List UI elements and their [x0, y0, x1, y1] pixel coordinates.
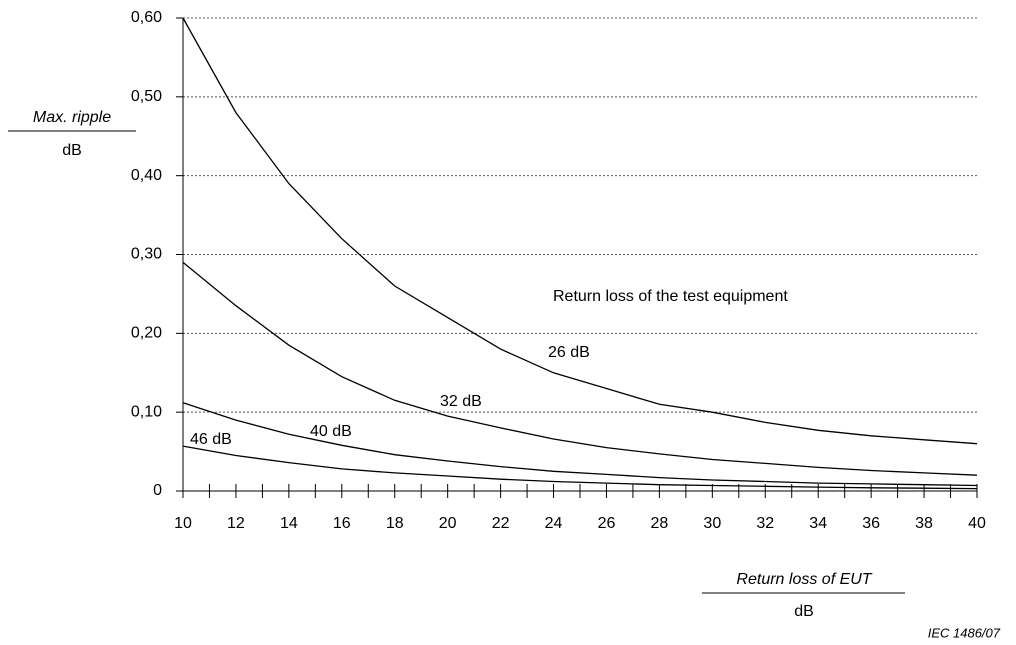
x-tick-label: 36 — [862, 515, 880, 532]
annotation: Return loss of the test equipment — [553, 288, 788, 305]
y-tick-label: 0,20 — [131, 325, 162, 342]
x-tick-label: 38 — [915, 515, 933, 532]
x-tick-label: 30 — [703, 515, 721, 532]
x-tick-label: 26 — [598, 515, 616, 532]
x-tick-label: 10 — [174, 515, 192, 532]
y-tick-label: 0,40 — [131, 167, 162, 184]
x-tick-label: 24 — [545, 515, 563, 532]
x-tick-label: 12 — [227, 515, 245, 532]
series-label: 40 dB — [310, 423, 352, 440]
x-tick-label: 20 — [439, 515, 457, 532]
x-unit: dB — [794, 603, 814, 620]
y-tick-label: 0,10 — [131, 403, 162, 420]
y-unit: dB — [62, 142, 82, 159]
y-label: Max. ripple — [33, 109, 111, 126]
series-label: 32 dB — [440, 393, 482, 410]
x-label: Return loss of EUT — [736, 571, 872, 588]
y-tick-label: 0,60 — [131, 9, 162, 26]
series-line — [182, 261, 978, 476]
x-tick-label: 40 — [968, 515, 986, 532]
series-line — [182, 17, 978, 445]
x-tick-label: 32 — [756, 515, 774, 532]
y-tick-label: 0,30 — [131, 246, 162, 263]
series-line — [182, 402, 978, 487]
x-tick-label: 28 — [651, 515, 669, 532]
series-label: 46 dB — [190, 431, 232, 448]
x-tick-label: 16 — [333, 515, 351, 532]
x-tick-label: 22 — [492, 515, 510, 532]
x-tick-label: 14 — [280, 515, 298, 532]
x-tick-label: 34 — [809, 515, 827, 532]
y-tick-label: 0 — [153, 482, 162, 499]
series-label: 26 dB — [548, 344, 590, 361]
footnote: IEC 1486/07 — [928, 625, 1001, 640]
y-tick-label: 0,50 — [131, 88, 162, 105]
x-tick-label: 18 — [386, 515, 404, 532]
series-line — [182, 445, 978, 490]
